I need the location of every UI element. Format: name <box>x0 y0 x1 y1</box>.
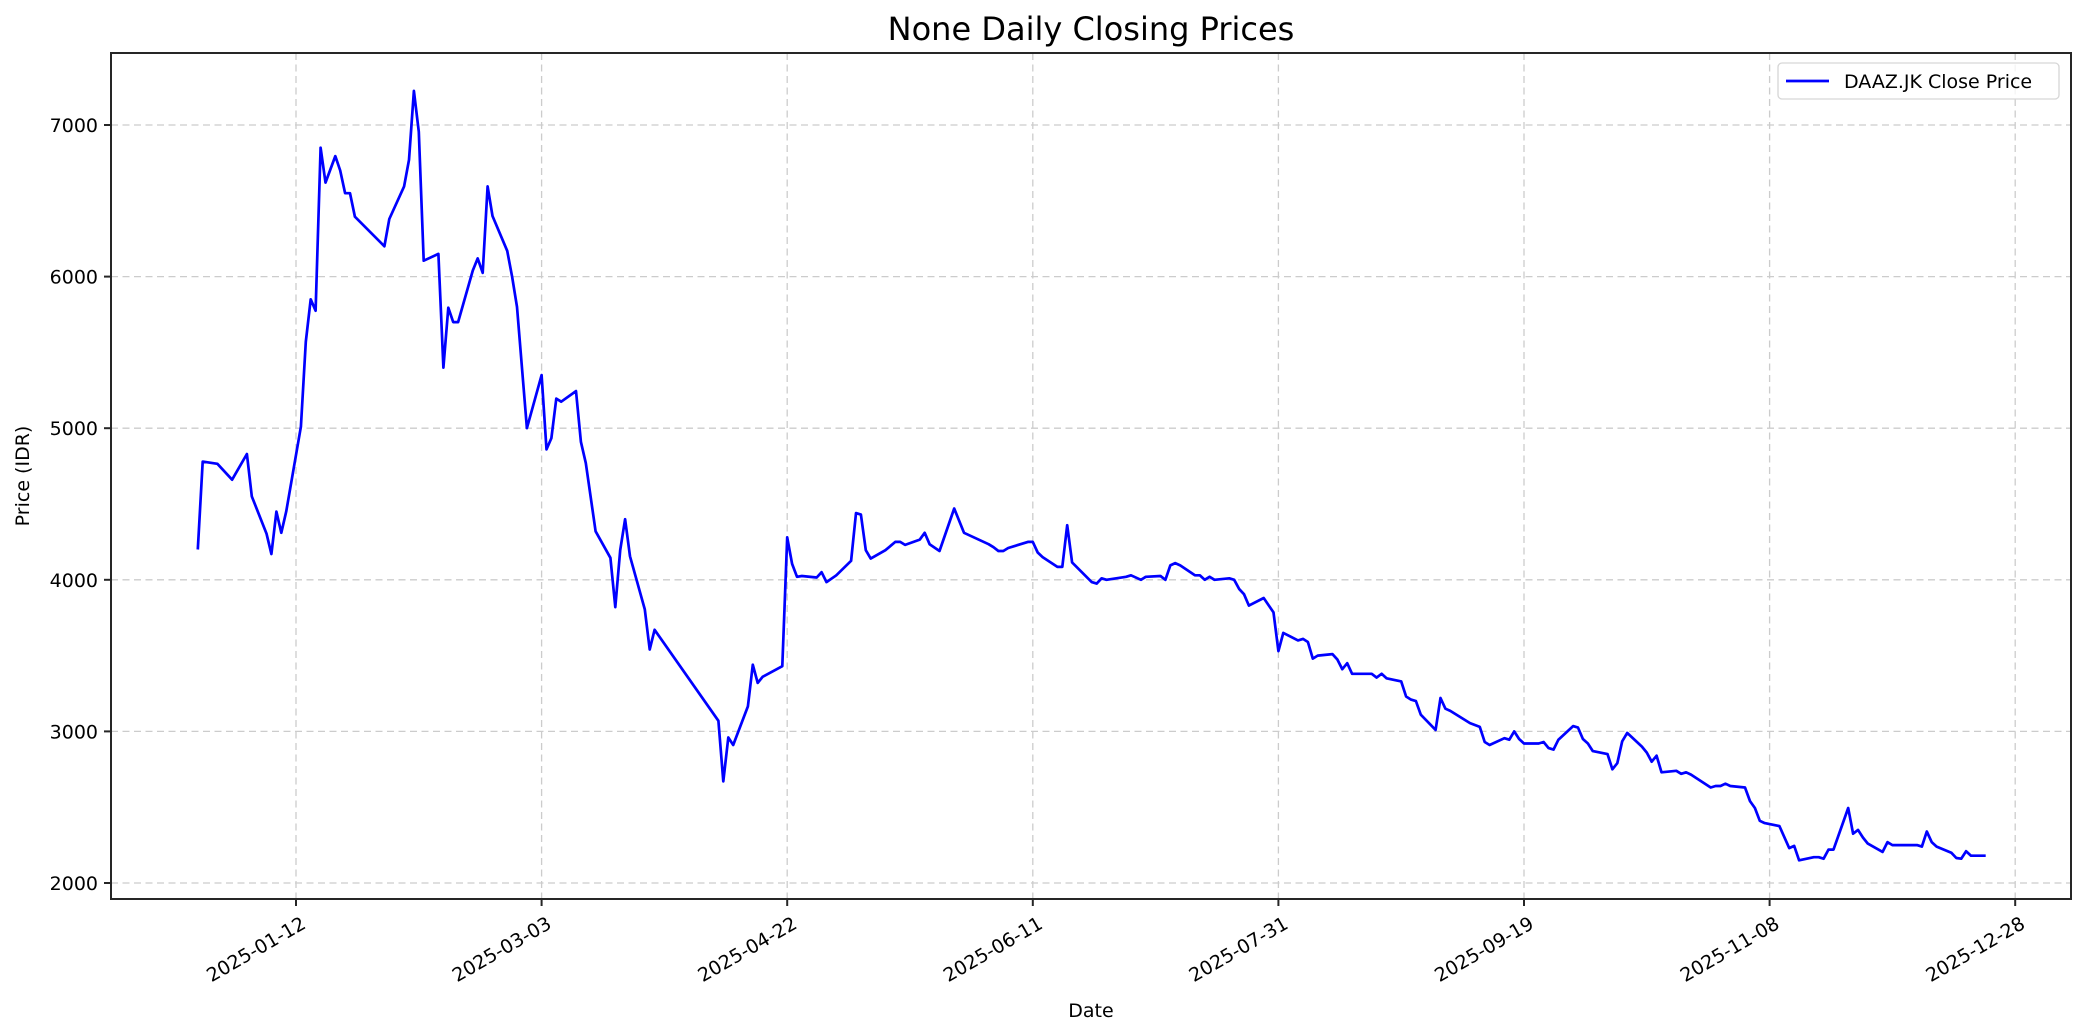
legend-box <box>1777 62 2060 100</box>
y-tick-label: 3000 <box>50 721 98 743</box>
chart-title: None Daily Closing Prices <box>888 10 1295 48</box>
y-gridlines <box>111 124 2071 884</box>
y-tick-label: 5000 <box>50 418 98 440</box>
y-axis-title: Price (IDR) <box>12 426 34 527</box>
y-tick-label: 2000 <box>50 873 98 895</box>
legend-label: DAAZ.JK Close Price <box>1844 71 2032 93</box>
x-axis-title: Date <box>1068 1000 1113 1022</box>
y-tick-label: 7000 <box>50 115 98 137</box>
y-tick-label: 6000 <box>50 267 98 289</box>
y-tick-label: 4000 <box>50 570 98 592</box>
legend: DAAZ.JK Close Price <box>1777 62 2060 100</box>
x-gridlines <box>295 53 2016 899</box>
plot-frame <box>110 52 2072 900</box>
daaz-close-price-line <box>196 89 1986 862</box>
price-series <box>196 89 1986 862</box>
y-axis: 2000 3000 4000 5000 6000 7000 <box>50 115 111 895</box>
